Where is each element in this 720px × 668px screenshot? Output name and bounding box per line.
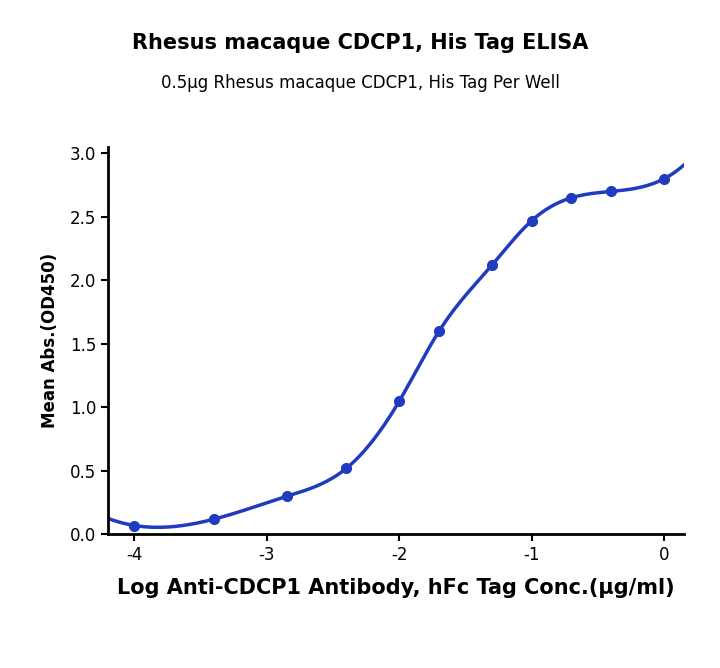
X-axis label: Log Anti-CDCP1 Antibody, hFc Tag Conc.(μg/ml): Log Anti-CDCP1 Antibody, hFc Tag Conc.(μ… — [117, 578, 675, 598]
Text: 0.5μg Rhesus macaque CDCP1, His Tag Per Well: 0.5μg Rhesus macaque CDCP1, His Tag Per … — [161, 75, 559, 92]
Y-axis label: Mean Abs.(OD450): Mean Abs.(OD450) — [41, 253, 59, 428]
Text: Rhesus macaque CDCP1, His Tag ELISA: Rhesus macaque CDCP1, His Tag ELISA — [132, 33, 588, 53]
